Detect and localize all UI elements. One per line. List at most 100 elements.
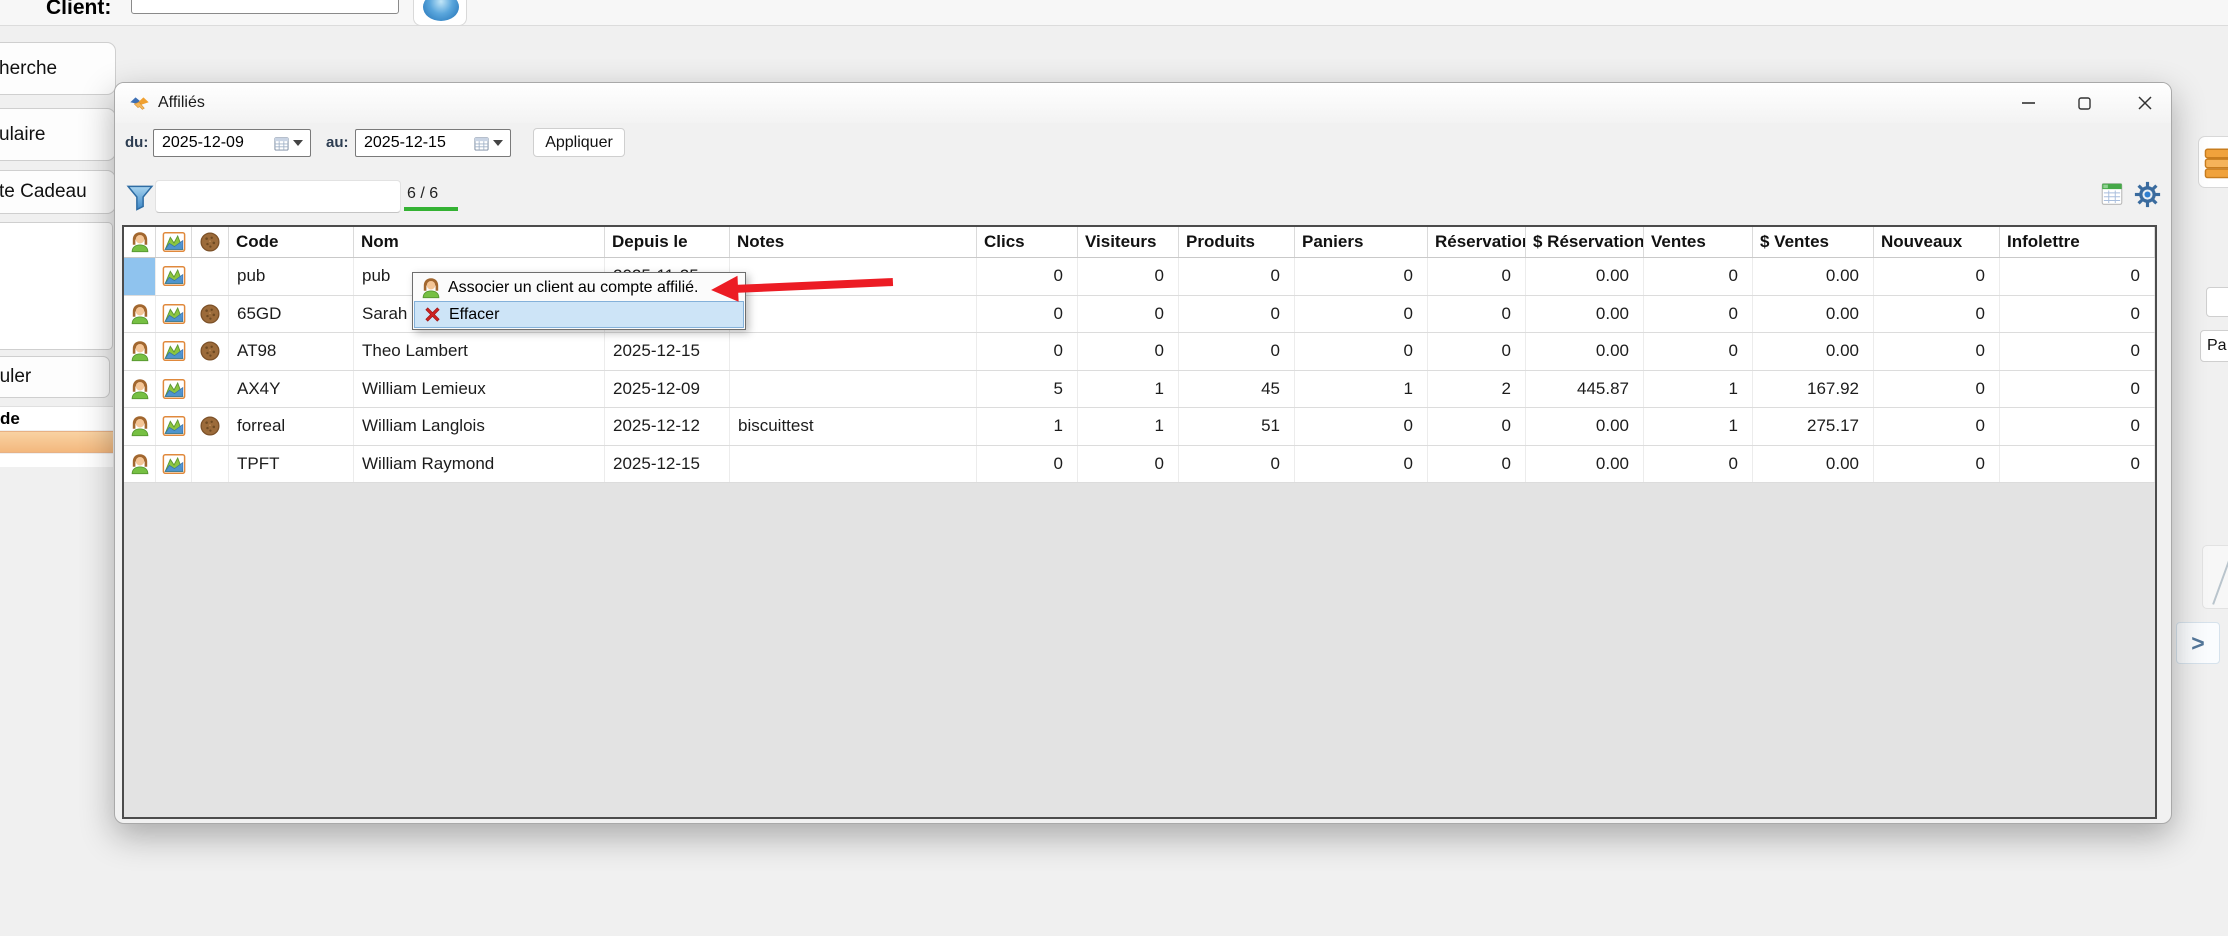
icon-cell[interactable] <box>192 445 229 482</box>
cell-notes[interactable] <box>730 333 977 370</box>
table-row[interactable]: forreal William Langlois 2025-12-12 biscuit… <box>124 408 2155 446</box>
cell-infolettre[interactable]: 0 <box>2000 258 2155 295</box>
cell-infolettre[interactable]: 0 <box>2000 408 2155 445</box>
icon-cell[interactable] <box>156 333 192 370</box>
icon-cell[interactable] <box>192 333 229 370</box>
selected-cell[interactable] <box>124 258 156 295</box>
cell-nom[interactable]: William Langlois <box>354 408 605 445</box>
column-header[interactable]: Ventes <box>1644 227 1753 257</box>
cell-d_reservations[interactable]: 0.00 <box>1526 408 1644 445</box>
cell-reservations[interactable]: 0 <box>1428 408 1526 445</box>
cell-d_ventes[interactable]: 0.00 <box>1753 258 1874 295</box>
cell-nom[interactable]: Theo Lambert <box>354 333 605 370</box>
cell-notes[interactable] <box>730 445 977 482</box>
column-header[interactable]: Depuis le <box>605 227 730 257</box>
cell-code[interactable]: AX4Y <box>229 370 354 407</box>
column-header[interactable]: Produits <box>1179 227 1295 257</box>
cell-ventes[interactable]: 1 <box>1644 370 1753 407</box>
cell-paniers[interactable]: 0 <box>1295 258 1428 295</box>
cell-clics[interactable]: 0 <box>977 295 1078 332</box>
cell-reservations[interactable]: 0 <box>1428 295 1526 332</box>
date-from-picker[interactable]: 2025-12-09 <box>153 129 311 157</box>
column-header[interactable]: Nom <box>354 227 605 257</box>
sidebar-tab-formulaire[interactable]: ulaire <box>0 108 116 161</box>
sidebar-tab-carte-cadeau[interactable]: te Cadeau <box>0 170 116 214</box>
cell-paniers[interactable]: 1 <box>1295 370 1428 407</box>
cell-notes[interactable] <box>730 258 977 295</box>
cell-d_reservations[interactable]: 0.00 <box>1526 333 1644 370</box>
dialog-titlebar[interactable]: Affiliés <box>115 83 2171 123</box>
cell-nouveaux[interactable]: 0 <box>1874 370 2000 407</box>
cell-nom[interactable]: William Lemieux <box>354 370 605 407</box>
cell-depuis[interactable]: 2025-12-15 <box>605 333 730 370</box>
cell-depuis[interactable]: 2025-12-09 <box>605 370 730 407</box>
right-panier-button[interactable]: Pa <box>2200 330 2228 362</box>
cell-clics[interactable]: 0 <box>977 333 1078 370</box>
expand-panel-button[interactable]: > <box>2176 622 2220 664</box>
appliquer-button[interactable]: Appliquer <box>533 128 625 157</box>
export-button[interactable] <box>2099 179 2129 209</box>
cell-nouveaux[interactable]: 0 <box>1874 295 2000 332</box>
cell-notes[interactable] <box>730 370 977 407</box>
icon-cell[interactable] <box>156 408 192 445</box>
cell-code[interactable]: AT98 <box>229 333 354 370</box>
context-menu-item[interactable]: Associer un client au compte affilié. <box>414 274 744 301</box>
cell-depuis[interactable]: 2025-12-12 <box>605 408 730 445</box>
close-button[interactable] <box>2122 88 2168 118</box>
column-header[interactable]: Nouveaux <box>1874 227 2000 257</box>
cell-code[interactable]: 65GD <box>229 295 354 332</box>
cell-clics[interactable]: 0 <box>977 258 1078 295</box>
cell-produits[interactable]: 0 <box>1179 258 1295 295</box>
cell-ventes[interactable]: 1 <box>1644 408 1753 445</box>
column-header[interactable]: Code <box>229 227 354 257</box>
cell-d_reservations[interactable]: 0.00 <box>1526 258 1644 295</box>
cell-notes[interactable] <box>730 295 977 332</box>
cell-paniers[interactable]: 0 <box>1295 295 1428 332</box>
right-partial-button[interactable] <box>2202 545 2228 609</box>
cell-infolettre[interactable]: 0 <box>2000 333 2155 370</box>
table-row[interactable]: AT98 Theo Lambert 2025-12-15 0 0 0 0 0 0.00 0 0.00… <box>124 333 2155 371</box>
cell-ventes[interactable]: 0 <box>1644 258 1753 295</box>
cell-clics[interactable]: 5 <box>977 370 1078 407</box>
column-header[interactable]: Paniers <box>1295 227 1428 257</box>
cell-code[interactable]: forreal <box>229 408 354 445</box>
icon-cell[interactable] <box>124 295 156 332</box>
header-cookie[interactable] <box>192 227 229 257</box>
icon-cell[interactable] <box>124 408 156 445</box>
right-folder-button[interactable] <box>2198 136 2228 188</box>
column-header[interactable]: $ Réservations <box>1526 227 1644 257</box>
column-header[interactable]: Visiteurs <box>1078 227 1179 257</box>
icon-cell[interactable] <box>124 333 156 370</box>
cell-nouveaux[interactable]: 0 <box>1874 333 2000 370</box>
cell-nouveaux[interactable]: 0 <box>1874 445 2000 482</box>
cell-paniers[interactable]: 0 <box>1295 333 1428 370</box>
sidebar-tab-recherche[interactable]: herche <box>0 42 116 95</box>
cell-code[interactable]: TPFT <box>229 445 354 482</box>
cell-visiteurs[interactable]: 0 <box>1078 333 1179 370</box>
cell-visiteurs[interactable]: 0 <box>1078 258 1179 295</box>
cell-code[interactable]: pub <box>229 258 354 295</box>
header-chart[interactable] <box>156 227 192 257</box>
client-input[interactable] <box>131 0 399 14</box>
cell-infolettre[interactable]: 0 <box>2000 295 2155 332</box>
cell-paniers[interactable]: 0 <box>1295 408 1428 445</box>
cell-reservations[interactable]: 0 <box>1428 333 1526 370</box>
icon-cell[interactable] <box>156 258 192 295</box>
icon-cell[interactable] <box>192 258 229 295</box>
cell-infolettre[interactable]: 0 <box>2000 370 2155 407</box>
context-menu-item[interactable]: Effacer <box>414 301 744 328</box>
cell-produits[interactable]: 51 <box>1179 408 1295 445</box>
cell-d_reservations[interactable]: 445.87 <box>1526 370 1644 407</box>
icon-cell[interactable] <box>192 370 229 407</box>
icon-cell[interactable] <box>192 408 229 445</box>
column-header[interactable]: Notes <box>730 227 977 257</box>
cell-produits[interactable]: 0 <box>1179 295 1295 332</box>
column-header[interactable]: Réservations <box>1428 227 1526 257</box>
cell-d_ventes[interactable]: 167.92 <box>1753 370 1874 407</box>
cell-visiteurs[interactable]: 1 <box>1078 370 1179 407</box>
cell-d_ventes[interactable]: 0.00 <box>1753 295 1874 332</box>
cell-reservations[interactable]: 0 <box>1428 445 1526 482</box>
cell-infolettre[interactable]: 0 <box>2000 445 2155 482</box>
cell-reservations[interactable]: 2 <box>1428 370 1526 407</box>
cell-clics[interactable]: 0 <box>977 445 1078 482</box>
